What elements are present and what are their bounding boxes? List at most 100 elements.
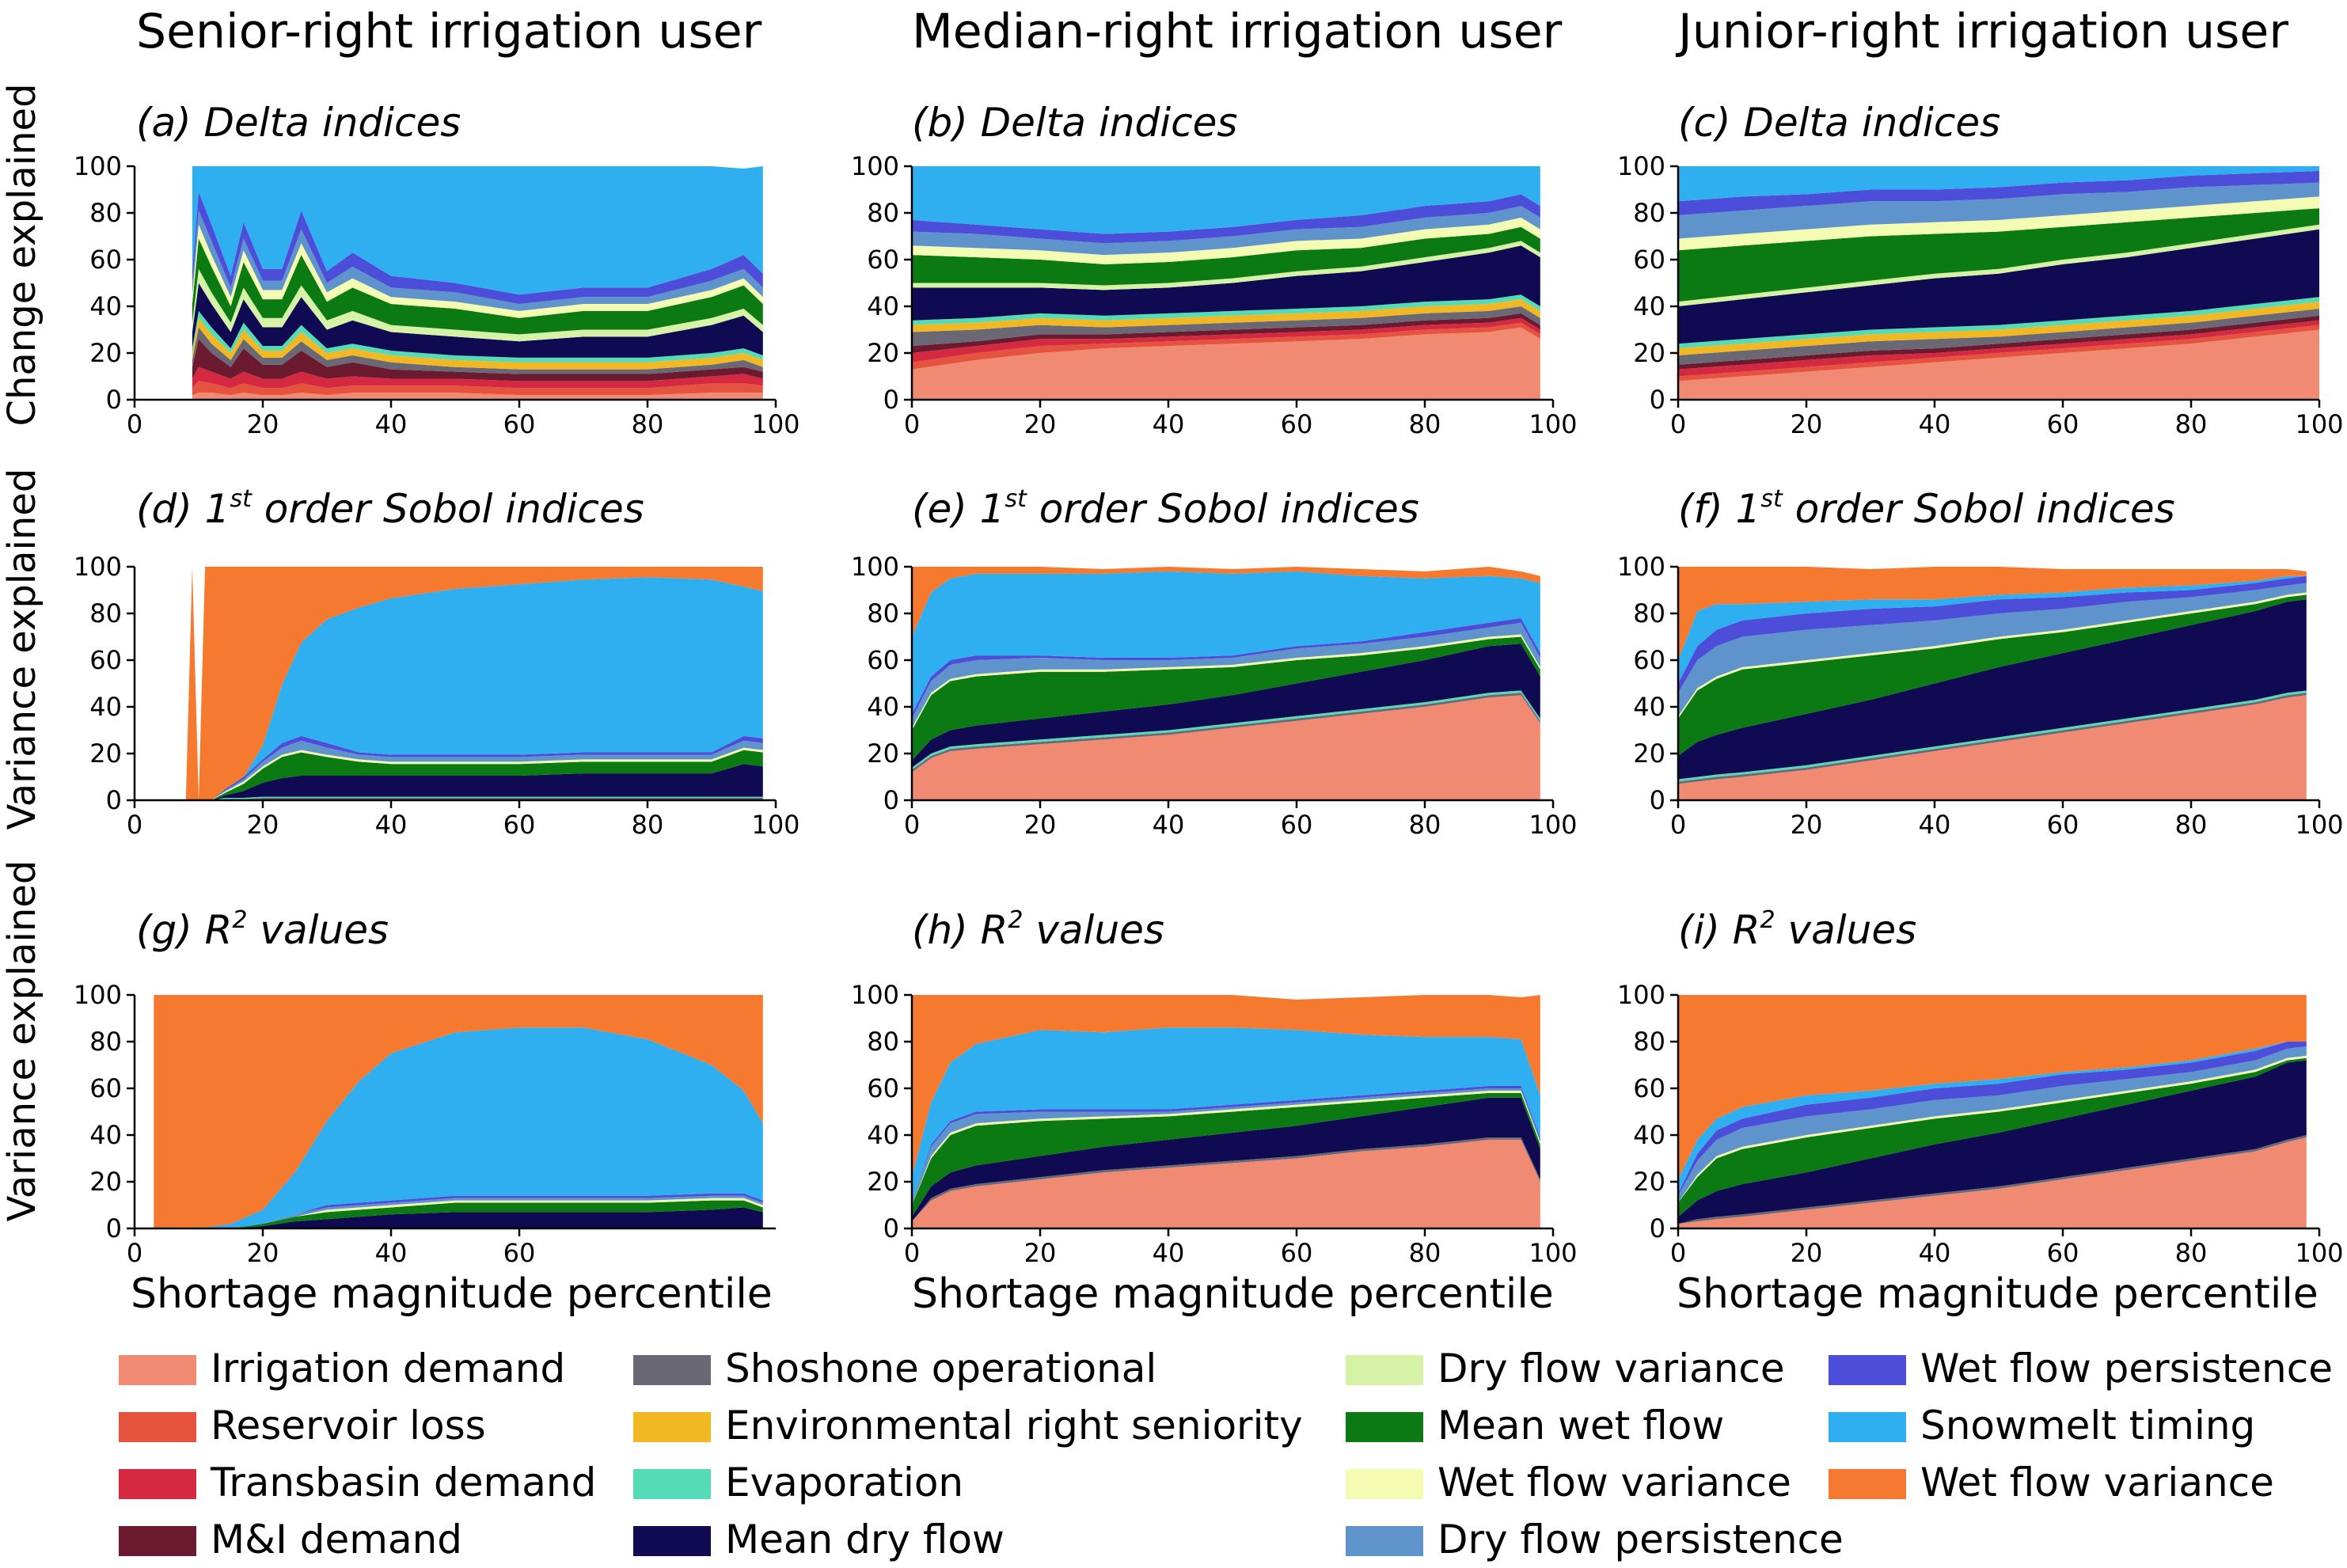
y-tick-label: 20: [89, 1167, 122, 1197]
area-snowmelt-timing: [1678, 166, 2319, 202]
y-tick-label: 40: [89, 291, 122, 321]
area-irrigation-demand: [192, 393, 763, 400]
area-reservoir-loss: [192, 381, 763, 396]
area-dry-flow-persistence: [1678, 583, 2307, 716]
area-dry-flow-persistence: [192, 211, 763, 311]
area-mean-wet-flow: [1678, 594, 2307, 756]
area-snowmelt-timing: [912, 1027, 1540, 1201]
x-tick-label: 60: [2047, 409, 2079, 439]
y-tick-label: 40: [1633, 1120, 1665, 1150]
area-wet-flow-variance-light: [1678, 196, 2319, 251]
y-tick-label: 20: [867, 338, 899, 368]
area-snowmelt-timing: [912, 571, 1540, 714]
x-tick-label: 40: [1153, 1238, 1185, 1268]
ylabel-change-explained: Change explained: [0, 83, 44, 426]
legend-label-reservoir-loss: Reservoir loss: [211, 1403, 486, 1448]
x-tick-label: 40: [1919, 810, 1951, 840]
legend-swatch-dry-flow-persistence: [1346, 1526, 1423, 1556]
panel-a-delta-senior: 0 20 40 60 80 100 0 20 40 60 80 100: [74, 151, 800, 439]
area-irrigation-demand: [1678, 1137, 2307, 1228]
panel-title-b: (b) Delta indices: [912, 100, 1237, 146]
ylabel-variance-explained-row2: Variance explained: [0, 469, 44, 830]
area-shoshone-operational: [1678, 1135, 2307, 1224]
panel-title-d: (d) 1st order Sobol indices: [136, 485, 644, 532]
panel-title-i: (i) R2 values: [1678, 906, 1916, 953]
area-mean-dry-flow: [1678, 229, 2319, 344]
area-wet-flow-persistence: [912, 617, 1540, 719]
y-tick-label: 60: [89, 245, 122, 275]
area-snowmelt-timing: [185, 577, 763, 800]
x-tick-label: 0: [904, 409, 920, 439]
x-tick-label: 60: [503, 810, 536, 840]
x-tick-label: 40: [375, 409, 408, 439]
x-tick-label: 80: [2175, 810, 2208, 840]
panel-c-delta-junior: 0 20 40 60 80 100 0 20 40 60 80 100: [1617, 151, 2344, 439]
legend-swatch-snowmelt-timing: [1829, 1412, 1906, 1442]
area-wet-flow-variance-light: [185, 747, 763, 800]
x-tick-label: 100: [1529, 810, 1577, 840]
area-mean-dry-flow: [912, 1097, 1540, 1222]
area-shoshone-operational: [912, 306, 1540, 347]
area-mean-wet-flow: [1678, 208, 2319, 302]
y-tick-label: 0: [883, 385, 899, 415]
x-tick-label: 0: [1670, 810, 1686, 840]
x-tick-label: 80: [632, 409, 664, 439]
x-tick-label: 80: [1409, 810, 1441, 840]
x-tick-label: 20: [1791, 409, 1823, 439]
y-tick-label: 0: [1650, 785, 1665, 815]
x-tick-label: 40: [1919, 1238, 1951, 1268]
area-dry-flow-persistence: [185, 740, 763, 800]
y-tick-label: 60: [89, 645, 122, 675]
area-wet-flow-variance-light: [1678, 592, 2307, 719]
y-tick-label: 60: [867, 1073, 899, 1103]
area-dry-flow-persistence: [912, 1088, 1540, 1205]
area-dry-flow-variance: [1678, 224, 2319, 306]
x-tick-label: 80: [2175, 409, 2208, 439]
area-wet-flow-variance: [912, 567, 1540, 637]
area-dry-flow-persistence: [912, 622, 1540, 728]
area-m-i-demand: [192, 339, 763, 382]
x-tick-label: 60: [2047, 810, 2079, 840]
x-tick-label: 20: [1024, 1238, 1057, 1268]
area-mean-wet-flow: [912, 636, 1540, 761]
legend-label-dry-flow-persistence: Dry flow persistence: [1437, 1517, 1844, 1562]
x-tick-label: 60: [1281, 810, 1313, 840]
y-tick-label: 80: [89, 1027, 122, 1057]
area-wet-flow-persistence: [192, 192, 763, 305]
area-dry-flow-variance: [912, 241, 1540, 290]
y-tick-label: 20: [867, 1167, 899, 1197]
panel-title-h: (h) R2 values: [912, 906, 1164, 953]
x-tick-label: 40: [375, 1238, 408, 1268]
x-tick-label: 40: [1919, 409, 1951, 439]
panel-e-sobol-median: 0 20 40 60 80 100 0 20 40 60 80 100: [851, 552, 1578, 840]
y-tick-label: 100: [74, 552, 122, 582]
y-tick-label: 20: [1633, 738, 1665, 769]
y-tick-label: 40: [867, 692, 899, 722]
area-transbasin-demand: [192, 366, 763, 389]
legend-label-wet-flow-variance: Wet flow variance: [1437, 1460, 1791, 1505]
y-tick-label: 80: [1633, 598, 1665, 628]
legend-swatch-mean-wet-flow: [1346, 1412, 1423, 1442]
legend: Irrigation demand Reservoir loss Transbasi…: [119, 1346, 2333, 1562]
x-tick-label: 60: [1281, 409, 1313, 439]
y-tick-label: 60: [867, 245, 899, 275]
area-evaporation: [1678, 297, 2319, 349]
legend-label-dry-flow-variance: Dry flow variance: [1437, 1346, 1785, 1391]
legend-swatch-wet-flow-persistence: [1829, 1355, 1906, 1385]
column-title-median: Median-right irrigation user: [912, 4, 1563, 59]
area-wet-flow-persistence: [1678, 575, 2307, 693]
x-tick-label: 0: [127, 810, 142, 840]
x-tick-label: 20: [247, 810, 279, 840]
column-title-senior: Senior-right irrigation user: [136, 4, 762, 59]
y-tick-label: 100: [74, 980, 122, 1010]
x-tick-label: 80: [1409, 1238, 1441, 1268]
y-tick-label: 40: [867, 291, 899, 321]
y-tick-label: 60: [867, 645, 899, 675]
legend-swatch-wet-flow-variance: [1346, 1469, 1423, 1499]
area-m-i-demand: [912, 313, 1540, 353]
area-snowmelt-timing: [1678, 575, 2307, 684]
x-tick-label: 20: [1791, 1238, 1823, 1268]
y-tick-label: 60: [1633, 245, 1665, 275]
panel-title-a: (a) Delta indices: [136, 100, 461, 146]
